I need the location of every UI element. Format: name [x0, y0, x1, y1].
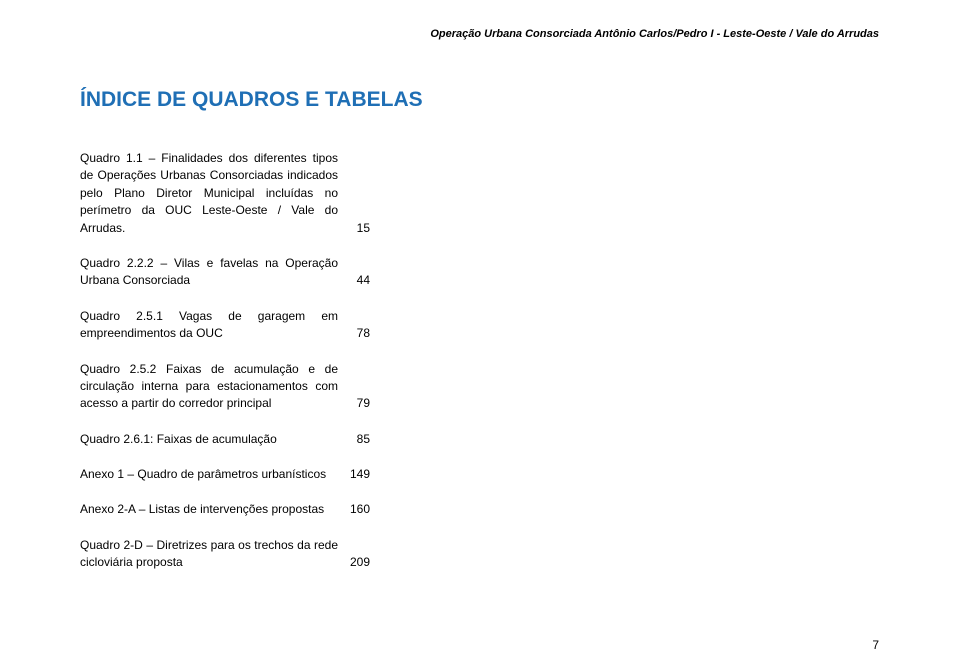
entry-page: 209	[344, 554, 370, 571]
index-entry: Quadro 2.5.2 Faixas de acumulação e de c…	[80, 361, 370, 413]
index-entry: Quadro 2.2.2 – Vilas e favelas na Operaç…	[80, 255, 370, 290]
entry-description: Quadro 1.1 – Finalidades dos diferentes …	[80, 150, 344, 237]
entry-page: 79	[344, 395, 370, 412]
entry-page: 149	[344, 466, 370, 483]
entry-page: 85	[344, 431, 370, 448]
index-entry: Quadro 2-D – Diretrizes para os trechos …	[80, 537, 370, 572]
entry-description: Anexo 2-A – Listas de intervenções propo…	[80, 501, 344, 518]
index-entry: Anexo 1 – Quadro de parâmetros urbanísti…	[80, 466, 370, 483]
page-number: 7	[872, 638, 879, 652]
index-list: Quadro 1.1 – Finalidades dos diferentes …	[80, 150, 879, 572]
page-header: Operação Urbana Consorciada Antônio Carl…	[80, 28, 879, 40]
entry-description: Quadro 2-D – Diretrizes para os trechos …	[80, 537, 344, 572]
section-title: ÍNDICE DE QUADROS E TABELAS	[80, 88, 879, 112]
entry-page: 15	[344, 220, 370, 237]
entry-page: 160	[344, 501, 370, 518]
entry-description: Anexo 1 – Quadro de parâmetros urbanísti…	[80, 466, 344, 483]
index-entry: Quadro 1.1 – Finalidades dos diferentes …	[80, 150, 370, 237]
entry-page: 44	[344, 272, 370, 289]
index-entry: Quadro 2.6.1: Faixas de acumulação85	[80, 431, 370, 448]
entry-description: Quadro 2.5.2 Faixas de acumulação e de c…	[80, 361, 344, 413]
entry-page: 78	[344, 325, 370, 342]
entry-description: Quadro 2.5.1 Vagas de garagem em empreen…	[80, 308, 344, 343]
entry-description: Quadro 2.6.1: Faixas de acumulação	[80, 431, 344, 448]
index-entry: Anexo 2-A – Listas de intervenções propo…	[80, 501, 370, 518]
entry-description: Quadro 2.2.2 – Vilas e favelas na Operaç…	[80, 255, 344, 290]
index-entry: Quadro 2.5.1 Vagas de garagem em empreen…	[80, 308, 370, 343]
